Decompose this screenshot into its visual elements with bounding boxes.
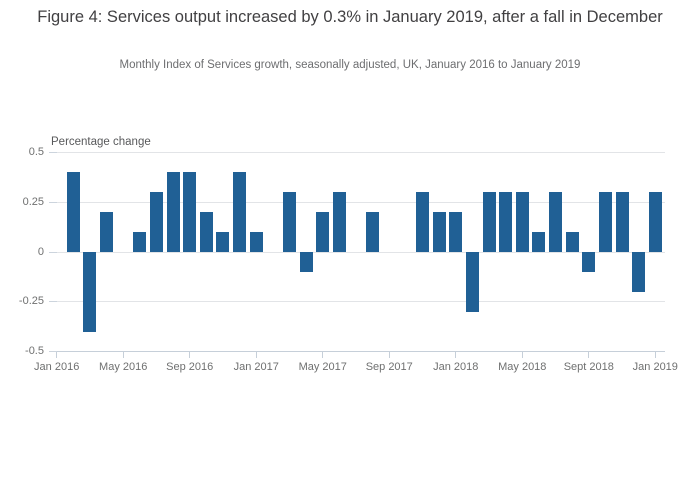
x-tick-label-jan-2016: Jan 2016 [34, 360, 80, 373]
x-axis-line [56, 350, 666, 353]
bar-nov-2016[interactable] [216, 232, 230, 252]
y-tick-label-0.25: 0.25 [22, 195, 44, 208]
bar-apr-2018[interactable] [499, 192, 513, 252]
x-tick-may-2017 [322, 351, 324, 358]
x-tick-label-jan-2019: Jan 2019 [632, 360, 678, 373]
bar-dec-2018[interactable] [632, 252, 646, 292]
bar-jun-2017[interactable] [332, 192, 346, 252]
y-tick-label--0.5: -0.5 [25, 345, 44, 357]
bar-dec-2017[interactable] [432, 212, 446, 252]
bar-mar-2017[interactable] [282, 192, 296, 252]
x-tick-jan-2018 [455, 351, 457, 358]
y-tick-label-0.5: 0.5 [28, 146, 44, 158]
x-tick-label-jan-2018: Jan 2018 [433, 360, 479, 373]
bar-may-2018[interactable] [515, 192, 529, 252]
y-tick-0 [48, 251, 57, 253]
bar-jul-2018[interactable] [549, 192, 563, 252]
x-tick-label-sep-2016: Sep 2016 [166, 360, 214, 373]
bar-aug-2018[interactable] [565, 232, 579, 252]
bar-may-2017[interactable] [316, 212, 330, 252]
y-tick-0.25 [48, 201, 57, 203]
bar-oct-2018[interactable] [598, 192, 612, 252]
bar-jun-2016[interactable] [133, 232, 147, 252]
bar-jan-2018[interactable] [449, 212, 463, 252]
bar-mar-2016[interactable] [83, 252, 97, 332]
x-tick-sep-2016 [189, 351, 191, 358]
gridline--0.25 [56, 301, 666, 303]
y-tick-label-0: 0 [37, 245, 44, 258]
y-tick-0.5 [48, 152, 57, 153]
x-tick-jan-2016 [56, 351, 58, 358]
bar-aug-2016[interactable] [166, 172, 180, 252]
bar-nov-2017[interactable] [416, 192, 429, 252]
x-tick-jan-2019 [654, 351, 656, 358]
x-tick-may-2018 [521, 351, 523, 358]
gridline-0 [56, 251, 666, 253]
bar-feb-2018[interactable] [465, 252, 479, 312]
figure-subtitle: Monthly Index of Services growth, season… [119, 59, 581, 71]
x-tick-label-sept-2018: Sept 2018 [563, 360, 614, 373]
bar-jan-2017[interactable] [249, 232, 263, 252]
x-tick-label-may-2017: May 2017 [298, 360, 347, 373]
y-tick--0.25 [48, 301, 57, 303]
bar-aug-2017[interactable] [366, 212, 380, 252]
bar-jan-2019[interactable] [648, 192, 662, 252]
x-tick-label-jan-2017: Jan 2017 [233, 360, 279, 373]
x-tick-jan-2017 [255, 351, 257, 358]
bar-sep-2016[interactable] [183, 172, 197, 252]
gridline-0.25 [56, 201, 666, 203]
x-tick-sep-2017 [388, 351, 390, 358]
bar-oct-2016[interactable] [199, 212, 213, 252]
bar-nov-2018[interactable] [615, 192, 629, 252]
bar-dec-2016[interactable] [233, 172, 247, 252]
bar-mar-2018[interactable] [482, 192, 496, 252]
y-tick--0.5 [48, 351, 57, 352]
x-tick-label-may-2018: May 2018 [498, 360, 547, 373]
x-tick-label-sep-2017: Sep 2017 [365, 360, 413, 373]
bar-sep-2018[interactable] [582, 252, 596, 272]
bar-apr-2017[interactable] [299, 252, 313, 272]
gridline-0.5 [56, 152, 666, 153]
y-tick-label--0.25: -0.25 [18, 295, 44, 308]
figure-title: Figure 4: Services output increased by 0… [37, 8, 663, 26]
x-tick-label-may-2016: May 2016 [99, 360, 148, 373]
x-tick-sept-2018 [588, 351, 590, 358]
y-axis-title: Percentage change [51, 136, 151, 148]
bar-feb-2016[interactable] [66, 172, 80, 252]
x-tick-may-2016 [122, 351, 124, 358]
bar-jul-2016[interactable] [149, 192, 163, 252]
bar-jun-2018[interactable] [532, 232, 546, 252]
bar-apr-2016[interactable] [100, 212, 114, 252]
